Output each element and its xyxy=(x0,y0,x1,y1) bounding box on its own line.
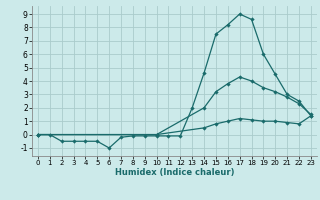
X-axis label: Humidex (Indice chaleur): Humidex (Indice chaleur) xyxy=(115,168,234,177)
